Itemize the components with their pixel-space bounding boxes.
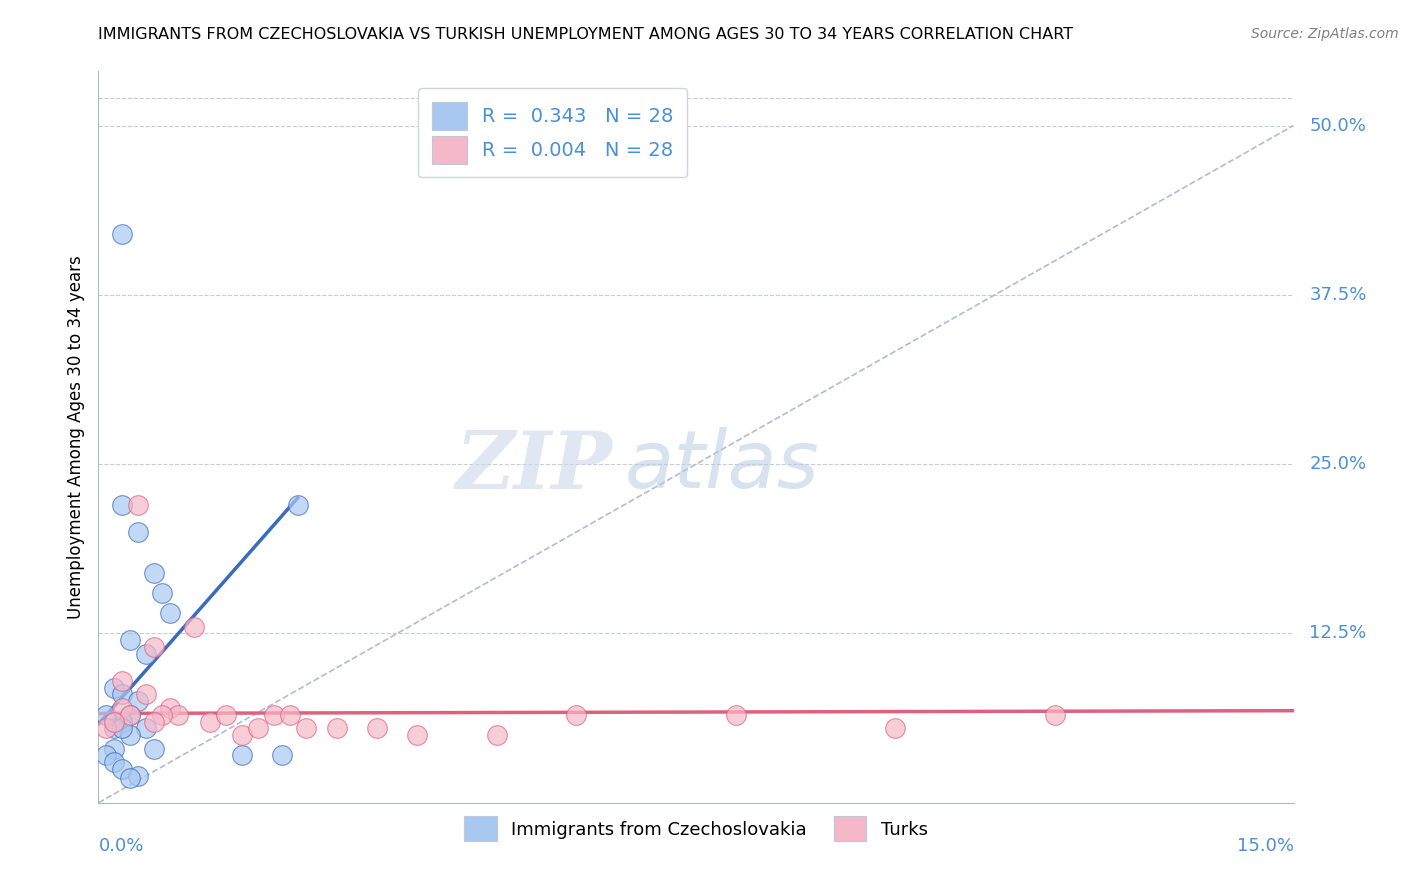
Text: 15.0%: 15.0% (1236, 837, 1294, 855)
Point (215, 707, 238, 722)
Point (143, 741, 166, 756)
Point (127, 694, 149, 708)
Point (103, 714, 125, 729)
Point (111, 688, 134, 702)
Legend: Immigrants from Czechoslovakia, Turks: Immigrants from Czechoslovakia, Turks (453, 805, 939, 852)
Point (111, 701, 134, 715)
Point (96, 707, 118, 722)
Point (246, 721, 269, 735)
Point (270, 748, 292, 763)
Point (143, 640, 166, 654)
Point (135, 721, 157, 735)
Point (724, 707, 747, 722)
Point (150, 586, 173, 600)
Text: Source: ZipAtlas.com: Source: ZipAtlas.com (1251, 27, 1399, 41)
Point (103, 741, 125, 756)
Point (103, 721, 125, 735)
Point (120, 707, 142, 722)
Point (278, 707, 301, 722)
Point (96, 748, 118, 763)
Point (167, 707, 190, 722)
Point (884, 721, 907, 735)
Point (135, 688, 157, 702)
Point (103, 681, 125, 695)
Point (135, 647, 157, 661)
Point (111, 673, 134, 688)
Point (120, 772, 142, 786)
Point (159, 606, 181, 620)
Point (1043, 707, 1066, 722)
Point (120, 633, 142, 648)
Point (120, 707, 142, 722)
Text: 25.0%: 25.0% (1309, 455, 1367, 473)
Point (96, 721, 118, 735)
Text: IMMIGRANTS FROM CZECHOSLOVAKIA VS TURKISH UNEMPLOYMENT AMONG AGES 30 TO 34 YEARS: IMMIGRANTS FROM CZECHOSLOVAKIA VS TURKIS… (98, 27, 1074, 42)
Point (159, 701, 181, 715)
Point (231, 728, 253, 742)
Point (111, 721, 134, 735)
Text: atlas: atlas (624, 427, 820, 506)
Point (103, 755, 125, 769)
Point (565, 707, 588, 722)
Point (127, 498, 149, 512)
Point (143, 714, 166, 729)
Point (198, 714, 221, 729)
Point (406, 728, 429, 742)
Point (111, 762, 134, 776)
Point (120, 728, 142, 742)
Text: 0.0%: 0.0% (98, 837, 143, 855)
Point (150, 707, 173, 722)
Point (127, 524, 149, 539)
Text: 37.5%: 37.5% (1309, 285, 1367, 304)
Text: ZIP: ZIP (456, 427, 613, 505)
Text: 12.5%: 12.5% (1309, 624, 1367, 642)
Point (231, 748, 253, 763)
Point (111, 227, 134, 241)
Point (287, 498, 309, 512)
Text: 50.0%: 50.0% (1309, 117, 1367, 135)
Y-axis label: Unemployment Among Ages 30 to 34 years: Unemployment Among Ages 30 to 34 years (66, 255, 84, 619)
Point (366, 721, 388, 735)
Point (183, 620, 205, 634)
Point (263, 707, 285, 722)
Point (294, 721, 316, 735)
Point (111, 714, 134, 729)
Point (143, 566, 166, 580)
Point (127, 769, 149, 783)
Point (326, 721, 349, 735)
Point (485, 728, 508, 742)
Point (111, 498, 134, 512)
